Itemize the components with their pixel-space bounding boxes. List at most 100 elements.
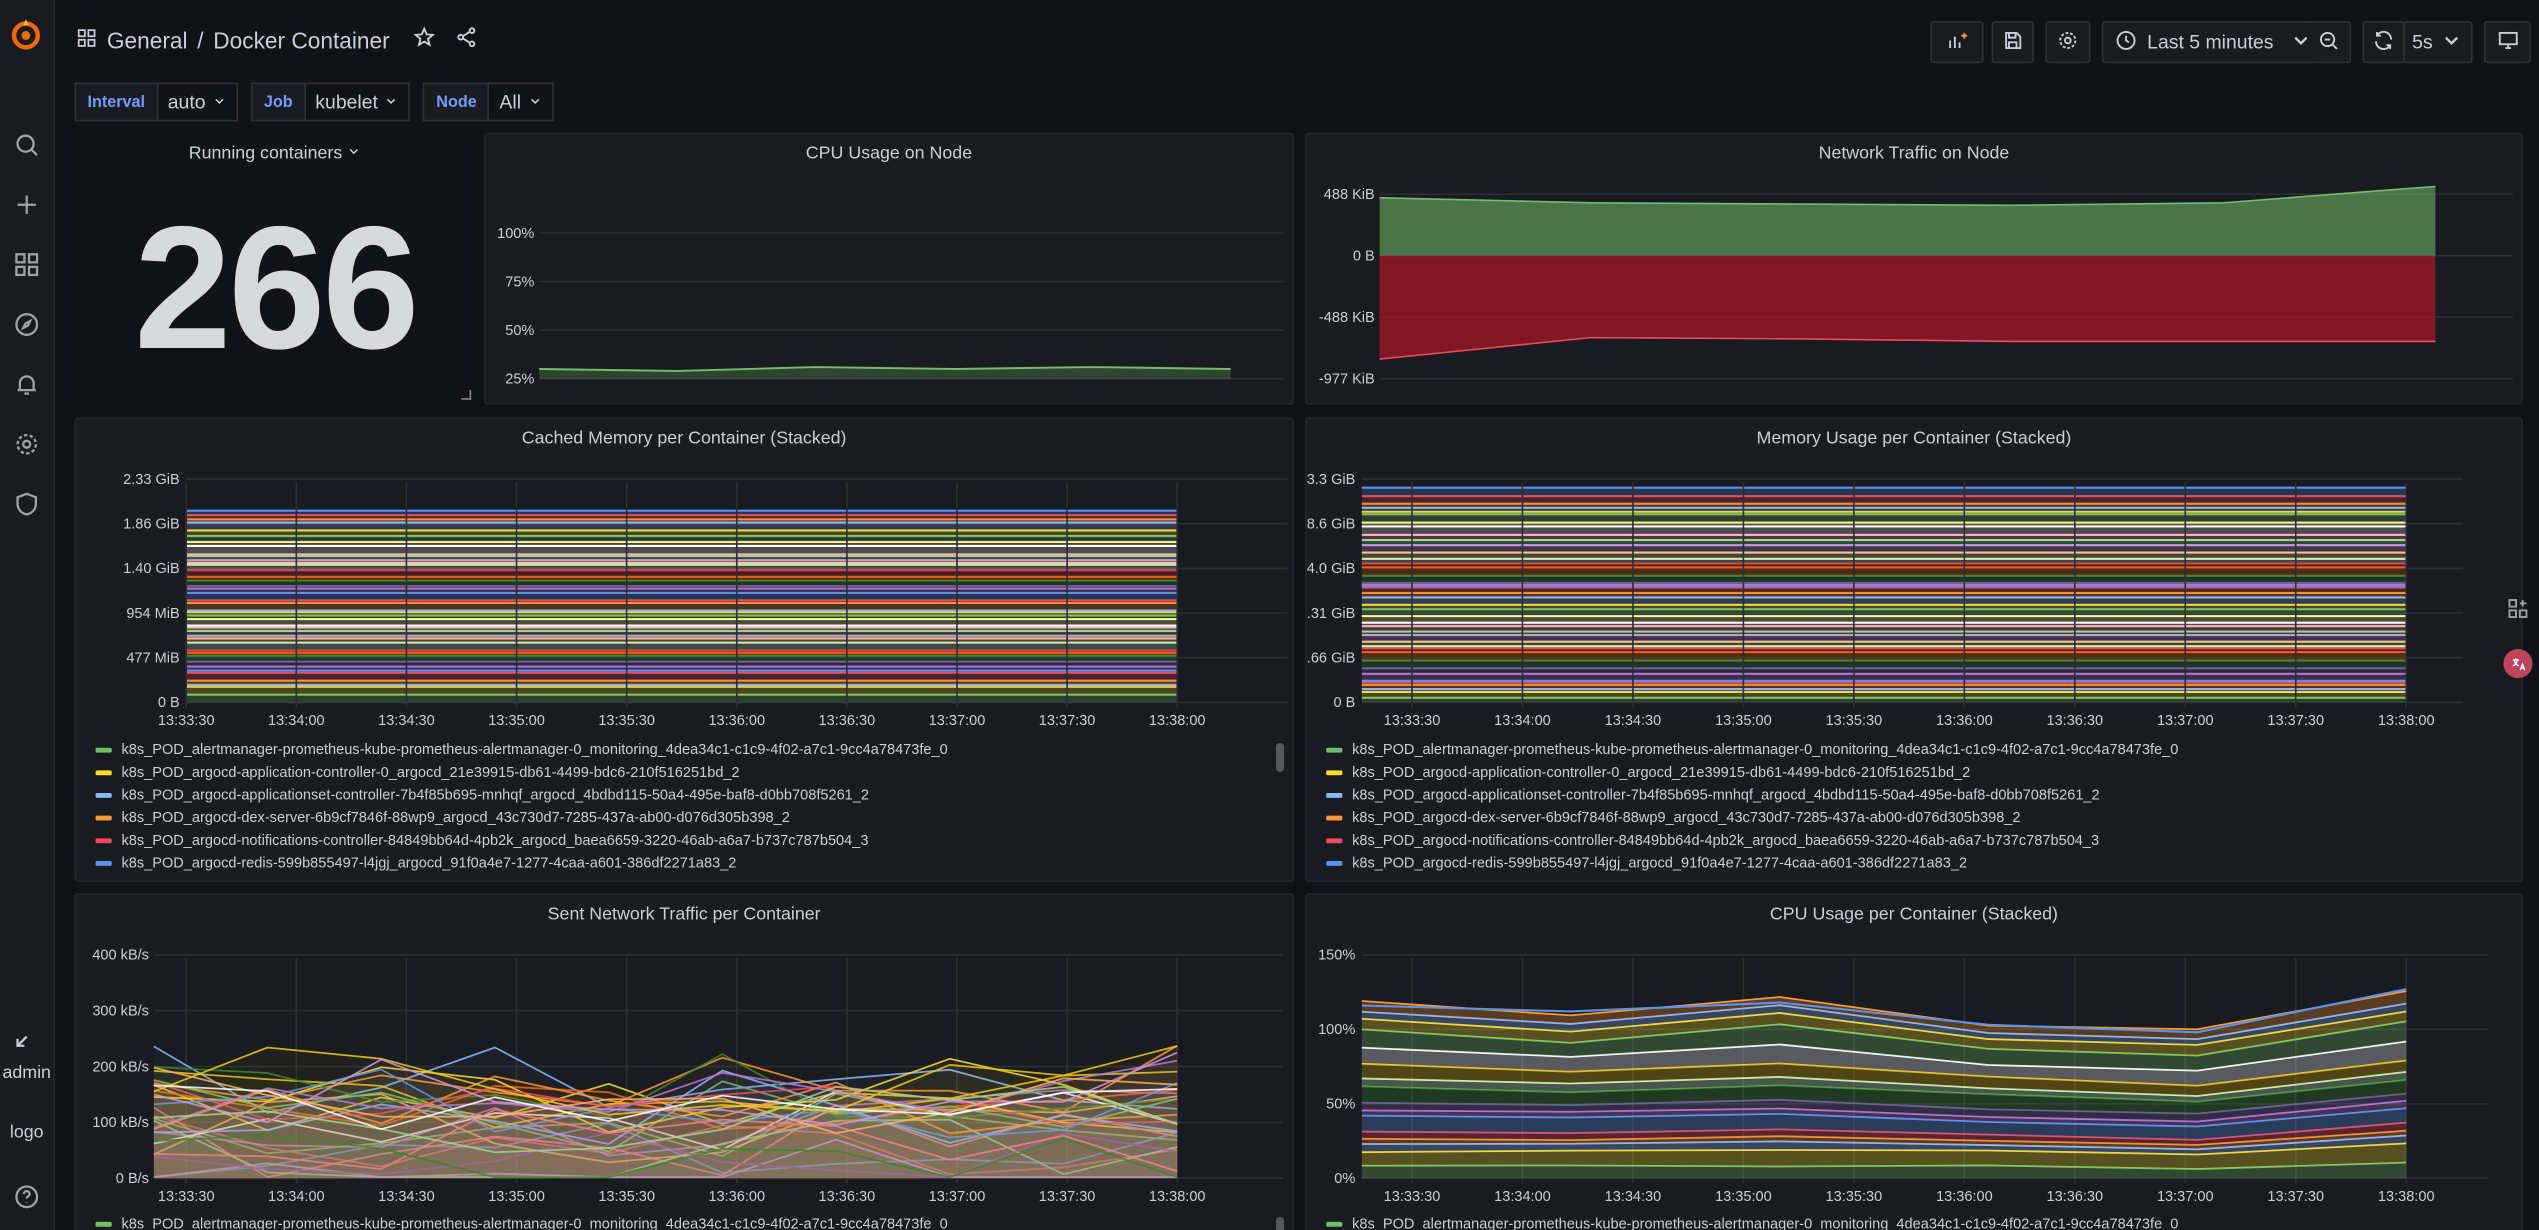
series-area-fill (153, 1052, 1178, 1179)
user-label[interactable]: admin (2, 1063, 51, 1083)
stack-band (1361, 697, 2407, 703)
stack-band (1361, 991, 2407, 1040)
legend-cached-memory: k8s_POD_alertmanager-prometheus-kube-pro… (95, 738, 1276, 874)
explore-compass-icon[interactable] (10, 307, 42, 339)
legend-item[interactable]: k8s_POD_argocd-applicationset-controller… (1326, 783, 2505, 806)
panel-sent-network-traffic[interactable]: Sent Network Traffic per Container 400 k… (74, 893, 1294, 1230)
logout-label[interactable]: logo (9, 1123, 44, 1143)
panel-cached-memory[interactable]: Cached Memory per Container (Stacked) 2.… (74, 417, 1294, 883)
x-tick-label: 13:38:00 (2378, 713, 2435, 729)
legend-scrollbar[interactable] (1275, 1217, 1285, 1230)
legend-item[interactable]: k8s_POD_alertmanager-prometheus-kube-pro… (1326, 1212, 2505, 1230)
dashboards-icon[interactable] (10, 248, 42, 280)
legend-scrollbar[interactable] (1275, 742, 1285, 772)
legend-item[interactable]: k8s_POD_argocd-applicationset-controller… (95, 783, 1276, 806)
legend-label: k8s_POD_argocd-applicationset-controller… (1352, 786, 2100, 803)
stack-band (1361, 540, 2407, 546)
panel-title[interactable]: Sent Network Traffic per Container (547, 904, 821, 925)
stack-band (186, 564, 1178, 571)
stack-band (1361, 622, 2407, 627)
legend-swatch (1326, 814, 1343, 820)
stack-band (186, 515, 1178, 520)
stack-band (1361, 511, 2407, 515)
y-tick-label: 0 B (158, 695, 180, 711)
legend-item[interactable]: k8s_POD_alertmanager-prometheus-kube-pro… (95, 1212, 1276, 1230)
legend-cpu-container: k8s_POD_alertmanager-prometheus-kube-pro… (1326, 1212, 2505, 1230)
y-tick-label: 23.3 GiB (1307, 472, 1356, 488)
panel-memory-usage[interactable]: Memory Usage per Container (Stacked) 23.… (1305, 417, 2523, 883)
stack-band (186, 530, 1178, 537)
sign-out-icon[interactable] (10, 1023, 42, 1049)
panel-title[interactable]: Network Traffic on Node (1818, 144, 2010, 164)
legend-swatch (95, 860, 112, 866)
shield-icon[interactable] (10, 487, 42, 519)
x-tick-label: 13:35:00 (488, 1189, 545, 1205)
zoom-out-button[interactable] (2307, 21, 2352, 64)
help-icon[interactable] (10, 1180, 42, 1212)
panel-network-traffic-node[interactable]: Network Traffic on Node 488 KiB 0 B -488 K… (1305, 132, 2523, 405)
legend-item[interactable]: k8s_POD_argocd-notifications-controller-… (1326, 829, 2505, 852)
plus-icon[interactable] (10, 188, 42, 220)
transmit-area-fill (1379, 255, 2436, 360)
stack-band (1361, 691, 2407, 698)
legend-item[interactable]: k8s_POD_argocd-dex-server-6b9cf7846f-88w… (95, 806, 1276, 829)
zoom-out-icon (2317, 28, 2340, 56)
refresh-interval-picker[interactable]: 5s (2402, 21, 2473, 64)
panel-title[interactable]: Running containers (76, 144, 474, 163)
stack-band (1361, 1011, 2407, 1056)
dashboard-title[interactable]: Docker Container (213, 26, 390, 53)
x-tick-label: 13:37:30 (1039, 713, 1096, 729)
series-area-fill (153, 1058, 1178, 1179)
panel-title[interactable]: Memory Usage per Container (Stacked) (1756, 428, 2072, 449)
legend-item[interactable]: k8s_POD_argocd-redis-599b855497-l4jgj_ar… (95, 851, 1276, 874)
refresh-button[interactable] (2362, 21, 2405, 64)
dashboard-settings-button[interactable] (2045, 21, 2091, 64)
share-icon[interactable] (454, 26, 477, 54)
tv-mode-button[interactable] (2483, 21, 2531, 64)
variable-select-interval[interactable]: auto (158, 82, 238, 122)
legend-item[interactable]: k8s_POD_alertmanager-prometheus-kube-pro… (1326, 738, 2505, 761)
variable-select-job[interactable]: kubelet (305, 82, 411, 122)
stack-series-line (1361, 1121, 2407, 1141)
stack-band (1361, 563, 2407, 568)
stack-band (1361, 682, 2407, 685)
y-tick-label: 1.40 GiB (123, 561, 180, 577)
x-tick-label: 13:37:00 (2157, 713, 2214, 729)
save-dashboard-button[interactable] (1991, 21, 2034, 64)
panel-title[interactable]: CPU Usage per Container (Stacked) (1769, 904, 2059, 925)
bell-icon[interactable] (10, 367, 42, 399)
grafana-logo-icon[interactable] (8, 16, 44, 52)
stack-band (186, 585, 1178, 589)
sidebar: admin logo (0, 0, 56, 1230)
legend-swatch (1326, 1221, 1343, 1226)
stack-band (1361, 522, 2407, 527)
panel-cpu-usage-container[interactable]: CPU Usage per Container (Stacked) 150% 10… (1305, 893, 2523, 1230)
side-widget-icon[interactable] (2503, 594, 2532, 623)
translate-widget-icon[interactable] (2503, 648, 2533, 679)
legend-item[interactable]: k8s_POD_argocd-notifications-controller-… (95, 829, 1276, 852)
legend-item[interactable]: k8s_POD_argocd-application-controller-0_… (95, 761, 1276, 784)
breadcrumb-folder[interactable]: General (106, 26, 188, 53)
y-tick-label: 300 kB/s (92, 1004, 149, 1020)
add-panel-button[interactable] (1930, 21, 1984, 64)
stack-band (1361, 575, 2407, 583)
legend-item[interactable]: k8s_POD_argocd-dex-server-6b9cf7846f-88w… (1326, 806, 2505, 829)
panel-running-containers[interactable]: Running containers 266 (74, 132, 477, 405)
panel-title[interactable]: CPU Usage on Node (805, 144, 973, 164)
total-series-line (1361, 988, 2407, 1034)
y-tick-label: 0 B (1333, 695, 1355, 711)
legend-item[interactable]: k8s_POD_argocd-application-controller-0_… (1326, 761, 2505, 784)
panel-cpu-usage-node[interactable]: CPU Usage on Node 100% 75% 50% 25% (484, 132, 1294, 405)
y-tick-label: 100% (497, 226, 534, 242)
legend-item[interactable]: k8s_POD_alertmanager-prometheus-kube-pro… (95, 738, 1276, 761)
time-range-picker[interactable]: Last 5 minutes (2101, 21, 2318, 64)
legend-item[interactable]: k8s_POD_argocd-redis-599b855497-l4jgj_ar… (1326, 851, 2505, 874)
x-tick-label: 13:36:30 (2046, 1189, 2103, 1205)
search-icon[interactable] (10, 128, 42, 160)
variable-select-node[interactable]: All (489, 82, 554, 122)
resize-handle-icon[interactable] (461, 390, 472, 400)
chevron-down-icon (347, 144, 362, 163)
panel-title[interactable]: Cached Memory per Container (Stacked) (521, 428, 847, 449)
gear-icon[interactable] (10, 427, 42, 459)
star-icon[interactable] (412, 26, 435, 54)
